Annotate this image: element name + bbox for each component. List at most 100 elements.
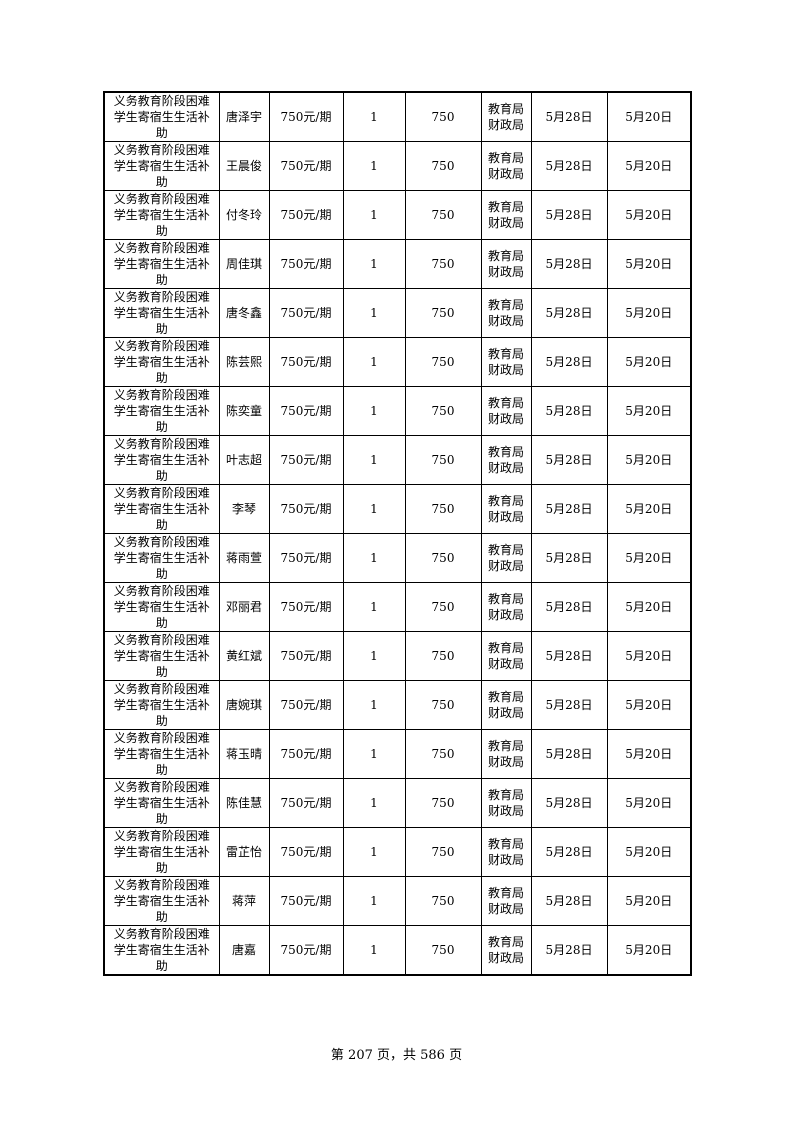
subsidy-standard-cell: 750元/期: [268, 337, 344, 387]
person-count-cell: 1: [342, 729, 406, 779]
table-row: 义务教育阶段困难学生寄宿生生活补助 陈奕童 750元/期 1 750 教育局财政…: [103, 386, 692, 436]
date-disbursed-cell: 5月28日: [530, 827, 608, 877]
amount-cell: 750: [404, 91, 482, 142]
subsidy-standard-cell: 750元/期: [268, 582, 344, 632]
date-reviewed-cell: 5月20日: [606, 91, 692, 142]
date-reviewed-cell: 5月20日: [606, 827, 692, 877]
date-reviewed-cell: 5月20日: [606, 141, 692, 191]
project-name-cell: 义务教育阶段困难学生寄宿生生活补助: [103, 876, 220, 926]
date-disbursed-cell: 5月28日: [530, 190, 608, 240]
agency-name: 教育局财政局: [487, 641, 524, 671]
date-disbursed-cell: 5月28日: [530, 582, 608, 632]
amount-cell: 750: [404, 386, 482, 436]
subsidy-standard-cell: 750元/期: [268, 190, 344, 240]
amount-cell: 750: [404, 827, 482, 877]
date-reviewed-cell: 5月20日: [606, 631, 692, 681]
person-count-cell: 1: [342, 386, 406, 436]
table-row: 义务教育阶段困难学生寄宿生生活补助 唐嘉 750元/期 1 750 教育局财政局…: [103, 925, 692, 976]
table-row: 义务教育阶段困难学生寄宿生生活补助 王晨俊 750元/期 1 750 教育局财政…: [103, 141, 692, 191]
project-name: 义务教育阶段困难学生寄宿生生活补助: [113, 94, 210, 140]
person-count-cell: 1: [342, 680, 406, 730]
project-name: 义务教育阶段困难学生寄宿生生活补助: [113, 682, 210, 728]
agency-name: 教育局财政局: [487, 935, 524, 965]
agency-name: 教育局财政局: [487, 347, 524, 377]
project-name-cell: 义务教育阶段困难学生寄宿生生活补助: [103, 729, 220, 779]
date-disbursed-cell: 5月28日: [530, 631, 608, 681]
amount-cell: 750: [404, 239, 482, 289]
date-disbursed-cell: 5月28日: [530, 386, 608, 436]
date-disbursed-cell: 5月28日: [530, 288, 608, 338]
student-name-cell: 王晨俊: [218, 141, 270, 191]
table-row: 义务教育阶段困难学生寄宿生生活补助 唐婉琪 750元/期 1 750 教育局财政…: [103, 680, 692, 730]
person-count-cell: 1: [342, 533, 406, 583]
subsidy-standard-cell: 750元/期: [268, 435, 344, 485]
student-name-cell: 陈芸熙: [218, 337, 270, 387]
project-name-cell: 义务教育阶段困难学生寄宿生生活补助: [103, 337, 220, 387]
subsidy-standard-cell: 750元/期: [268, 288, 344, 338]
agency-name: 教育局财政局: [487, 445, 524, 475]
project-name-cell: 义务教育阶段困难学生寄宿生生活补助: [103, 778, 220, 828]
table-row: 义务教育阶段困难学生寄宿生生活补助 叶志超 750元/期 1 750 教育局财政…: [103, 435, 692, 485]
project-name-cell: 义务教育阶段困难学生寄宿生生活补助: [103, 827, 220, 877]
subsidy-standard-cell: 750元/期: [268, 484, 344, 534]
agency-name: 教育局财政局: [487, 396, 524, 426]
amount-cell: 750: [404, 533, 482, 583]
agency-cell: 教育局财政局: [480, 288, 532, 338]
amount-cell: 750: [404, 778, 482, 828]
page-number: 第 207 页，共 586 页: [330, 1048, 463, 1063]
date-disbursed-cell: 5月28日: [530, 778, 608, 828]
date-disbursed-cell: 5月28日: [530, 729, 608, 779]
project-name: 义务教育阶段困难学生寄宿生生活补助: [113, 731, 210, 777]
table-row: 义务教育阶段困难学生寄宿生生活补助 蒋玉晴 750元/期 1 750 教育局财政…: [103, 729, 692, 779]
student-name-cell: 蒋玉晴: [218, 729, 270, 779]
subsidy-standard-cell: 750元/期: [268, 680, 344, 730]
agency-name: 教育局财政局: [487, 592, 524, 622]
table-row: 义务教育阶段困难学生寄宿生生活补助 蒋雨萱 750元/期 1 750 教育局财政…: [103, 533, 692, 583]
amount-cell: 750: [404, 190, 482, 240]
person-count-cell: 1: [342, 435, 406, 485]
project-name: 义务教育阶段困难学生寄宿生生活补助: [113, 241, 210, 287]
agency-cell: 教育局财政局: [480, 680, 532, 730]
person-count-cell: 1: [342, 190, 406, 240]
agency-name: 教育局财政局: [487, 102, 524, 132]
agency-cell: 教育局财政局: [480, 386, 532, 436]
project-name-cell: 义务教育阶段困难学生寄宿生生活补助: [103, 925, 220, 976]
agency-name: 教育局财政局: [487, 494, 524, 524]
amount-cell: 750: [404, 876, 482, 926]
agency-name: 教育局财政局: [487, 739, 524, 769]
agency-cell: 教育局财政局: [480, 582, 532, 632]
project-name: 义务教育阶段困难学生寄宿生生活补助: [113, 878, 210, 924]
person-count-cell: 1: [342, 876, 406, 926]
date-disbursed-cell: 5月28日: [530, 141, 608, 191]
amount-cell: 750: [404, 631, 482, 681]
person-count-cell: 1: [342, 91, 406, 142]
project-name-cell: 义务教育阶段困难学生寄宿生生活补助: [103, 435, 220, 485]
agency-cell: 教育局财政局: [480, 827, 532, 877]
agency-cell: 教育局财政局: [480, 484, 532, 534]
table-row: 义务教育阶段困难学生寄宿生生活补助 付冬玲 750元/期 1 750 教育局财政…: [103, 190, 692, 240]
subsidy-standard-cell: 750元/期: [268, 925, 344, 976]
agency-name: 教育局财政局: [487, 151, 524, 181]
student-name-cell: 蒋萍: [218, 876, 270, 926]
amount-cell: 750: [404, 337, 482, 387]
table-row: 义务教育阶段困难学生寄宿生生活补助 陈芸熙 750元/期 1 750 教育局财政…: [103, 337, 692, 387]
person-count-cell: 1: [342, 288, 406, 338]
table-row: 义务教育阶段困难学生寄宿生生活补助 李琴 750元/期 1 750 教育局财政局…: [103, 484, 692, 534]
subsidy-standard-cell: 750元/期: [268, 729, 344, 779]
subsidy-standard-cell: 750元/期: [268, 141, 344, 191]
person-count-cell: 1: [342, 239, 406, 289]
project-name-cell: 义务教育阶段困难学生寄宿生生活补助: [103, 631, 220, 681]
student-name-cell: 唐嘉: [218, 925, 270, 976]
agency-cell: 教育局财政局: [480, 239, 532, 289]
agency-cell: 教育局财政局: [480, 876, 532, 926]
agency-cell: 教育局财政局: [480, 337, 532, 387]
project-name-cell: 义务教育阶段困难学生寄宿生生活补助: [103, 190, 220, 240]
student-name-cell: 唐泽宇: [218, 91, 270, 142]
date-disbursed-cell: 5月28日: [530, 533, 608, 583]
agency-name: 教育局财政局: [487, 690, 524, 720]
agency-cell: 教育局财政局: [480, 533, 532, 583]
person-count-cell: 1: [342, 925, 406, 976]
person-count-cell: 1: [342, 778, 406, 828]
table-row: 义务教育阶段困难学生寄宿生生活补助 蒋萍 750元/期 1 750 教育局财政局…: [103, 876, 692, 926]
